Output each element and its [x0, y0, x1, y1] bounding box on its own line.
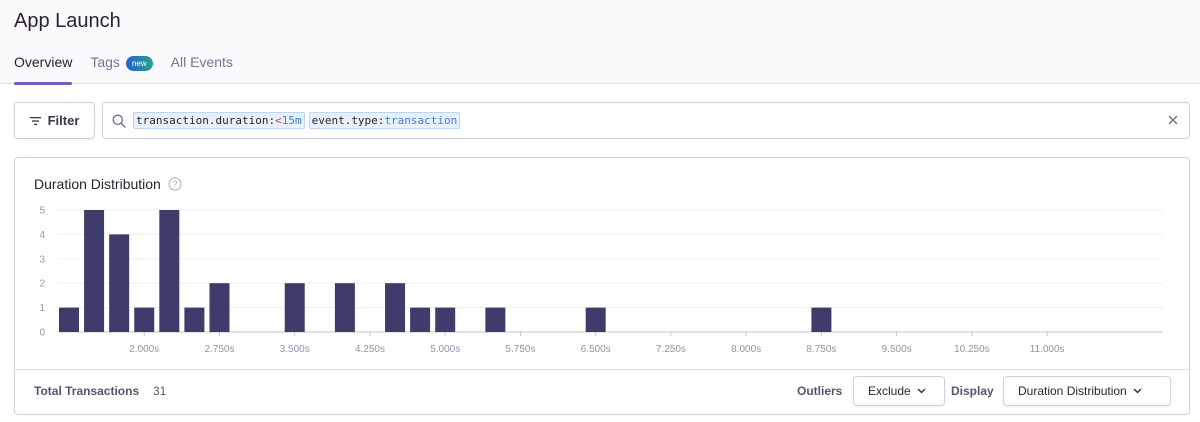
x-tick-label: 9.500s — [882, 344, 912, 355]
histogram-bar[interactable] — [59, 307, 79, 332]
search-token-duration[interactable]: transaction.duration:<15m — [133, 112, 305, 129]
token-key: transaction.duration: — [136, 114, 276, 127]
x-tick-label: 6.500s — [581, 344, 611, 355]
histogram-bar[interactable] — [184, 307, 205, 332]
duration-histogram: 0 1 2 3 4 5 2.000s 2.750s 3.500s 4.250s 5.000s 5.75… — [39, 206, 1163, 355]
histogram-bar[interactable] — [410, 307, 431, 332]
filter-lines-icon — [29, 116, 41, 125]
tab-overview-label: Overview — [14, 54, 73, 70]
histogram-bar[interactable] — [385, 283, 406, 332]
total-transactions-value: 31 — [153, 384, 167, 398]
close-icon[interactable] — [1167, 114, 1179, 126]
token-value: transaction — [384, 114, 458, 127]
tab-bar: Overview Tags new All Events — [14, 52, 251, 85]
outliers-dropdown-value: Exclude — [868, 384, 911, 398]
page-title: App Launch — [14, 10, 121, 32]
histogram-bar[interactable] — [811, 307, 832, 332]
help-icon[interactable]: ? — [168, 177, 182, 191]
y-tick-label: 2 — [39, 279, 45, 290]
page-header: App Launch Overview Tags new All Events — [0, 0, 1200, 85]
x-tick-label: 2.000s — [129, 344, 159, 355]
token-operator: < — [275, 114, 282, 127]
display-dropdown-value: Duration Distribution — [1018, 384, 1127, 398]
x-tick-label: 11.000s — [1030, 344, 1065, 355]
x-tick-label: 5.000s — [430, 344, 460, 355]
x-tick-label: 10.250s — [954, 344, 990, 355]
display-label: Display — [951, 384, 994, 398]
tab-tags[interactable]: Tags new — [90, 52, 153, 84]
x-tick-label: 7.250s — [656, 344, 686, 355]
tab-all-events[interactable]: All Events — [171, 52, 233, 84]
y-tick-label: 4 — [39, 230, 45, 241]
x-tick-label: 5.750s — [505, 344, 535, 355]
filter-button-label: Filter — [47, 113, 80, 128]
display-dropdown[interactable]: Duration Distribution — [1003, 376, 1171, 406]
chevron-down-icon — [917, 388, 926, 394]
histogram-bar[interactable] — [284, 283, 305, 332]
filter-button[interactable]: Filter — [14, 102, 95, 139]
search-icon — [112, 114, 126, 128]
histogram-bar[interactable] — [134, 307, 155, 332]
histogram-bar[interactable] — [159, 210, 180, 332]
y-tick-label: 0 — [39, 328, 45, 339]
y-tick-label: 1 — [39, 303, 45, 314]
search-token-event-type[interactable]: event.type:transaction — [308, 112, 461, 129]
panel-footer: Total Transactions 31 Outliers Exclude D… — [15, 369, 1189, 414]
x-tick-label: 3.500s — [280, 344, 310, 355]
x-tick-label: 4.250s — [355, 344, 385, 355]
tab-overview[interactable]: Overview — [14, 52, 73, 85]
histogram-bar[interactable] — [334, 283, 355, 332]
duration-distribution-panel: Duration Distribution ? 0 1 2 3 4 5 2.000s 2.75… — [14, 157, 1190, 415]
tab-tags-label: Tags — [90, 54, 120, 70]
histogram-bar[interactable] — [109, 234, 130, 332]
panel-title: Duration Distribution ? — [34, 176, 182, 192]
y-tick-label: 3 — [39, 254, 45, 265]
histogram-bar[interactable] — [84, 210, 105, 332]
new-badge: new — [125, 56, 153, 71]
tab-all-events-label: All Events — [170, 54, 233, 70]
token-key: event.type: — [311, 114, 385, 127]
svg-text:?: ? — [172, 179, 177, 189]
outliers-dropdown[interactable]: Exclude — [853, 376, 945, 406]
token-value: 15m — [281, 114, 302, 127]
chevron-down-icon — [1133, 388, 1142, 394]
histogram-bar[interactable] — [485, 307, 506, 332]
histogram-bar[interactable] — [209, 283, 230, 332]
total-transactions-label: Total Transactions — [34, 384, 140, 398]
outliers-label: Outliers — [797, 384, 843, 398]
y-tick-label: 5 — [39, 206, 45, 217]
x-tick-label: 8.000s — [731, 344, 761, 355]
histogram-bar[interactable] — [435, 307, 456, 332]
x-tick-label: 2.750s — [204, 344, 234, 355]
histogram-bar[interactable] — [585, 307, 606, 332]
search-input[interactable]: transaction.duration:<15m event.type:tra… — [102, 102, 1190, 139]
panel-title-label: Duration Distribution — [34, 176, 161, 192]
x-tick-label: 8.750s — [806, 344, 836, 355]
